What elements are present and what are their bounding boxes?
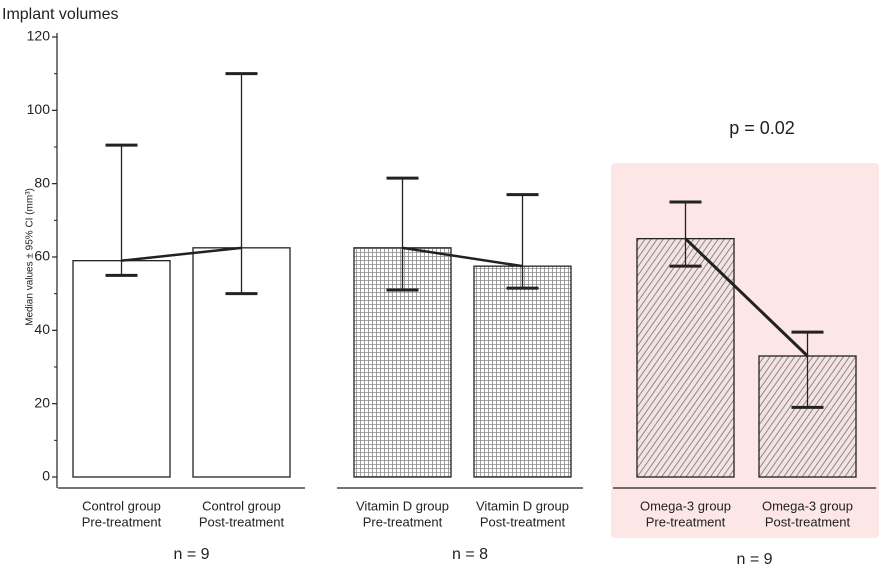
x-tick-label-group: Omega-3 group: [762, 498, 853, 513]
x-tick-label-phase: Post-treatment: [765, 514, 851, 529]
annotation: p = 0.02: [729, 118, 795, 138]
y-tick-label: 60: [34, 248, 50, 264]
y-tick-label: 100: [27, 101, 51, 117]
bar: [636, 238, 735, 478]
n-label: n = 9: [736, 551, 772, 568]
bar: [72, 260, 171, 478]
chart-title: Implant volumes: [2, 6, 119, 23]
y-tick-label: 40: [34, 321, 50, 337]
n-label: n = 8: [452, 546, 488, 563]
x-tick-label-phase: Pre-treatment: [363, 514, 443, 529]
x-tick-label-phase: Pre-treatment: [646, 514, 726, 529]
x-tick-label-group: Vitamin D group: [356, 498, 449, 513]
n-label: n = 9: [173, 546, 209, 563]
x-tick-label-phase: Post-treatment: [199, 514, 285, 529]
x-tick-label-group: Omega-3 group: [640, 498, 731, 513]
y-tick-label: 120: [27, 28, 51, 44]
x-tick-label-group: Control group: [82, 498, 161, 513]
x-tick-label-group: Control group: [202, 498, 281, 513]
bar: [473, 265, 572, 478]
y-tick-label: 0: [42, 468, 50, 484]
x-tick-label-phase: Pre-treatment: [82, 514, 162, 529]
median-connector: [121, 246, 242, 262]
median-connector: [684, 237, 809, 358]
y-axis-label: Median values ± 95% CI (mm³): [25, 188, 36, 326]
median-connector: [402, 246, 523, 268]
x-tick-label-group: Vitamin D group: [476, 498, 569, 513]
y-tick-label: 20: [34, 394, 50, 410]
x-tick-label-phase: Post-treatment: [480, 514, 566, 529]
y-tick-label: 80: [34, 174, 50, 190]
